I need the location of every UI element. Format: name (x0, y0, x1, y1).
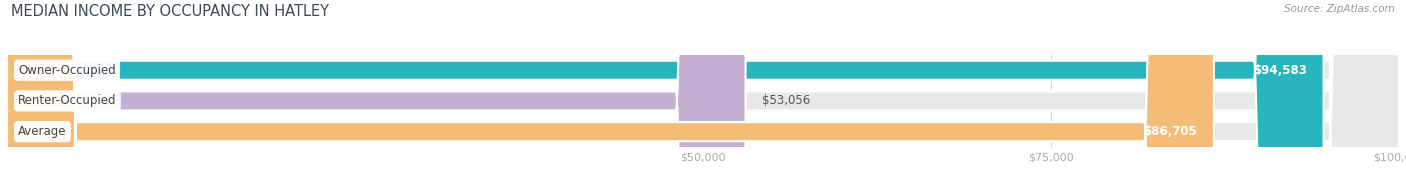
Text: Source: ZipAtlas.com: Source: ZipAtlas.com (1284, 4, 1395, 14)
Text: MEDIAN INCOME BY OCCUPANCY IN HATLEY: MEDIAN INCOME BY OCCUPANCY IN HATLEY (11, 4, 329, 19)
Text: Average: Average (18, 125, 66, 138)
Text: Renter-Occupied: Renter-Occupied (18, 94, 117, 107)
Text: $53,056: $53,056 (762, 94, 810, 107)
FancyBboxPatch shape (7, 0, 1399, 196)
Text: $94,583: $94,583 (1253, 64, 1306, 77)
Text: $86,705: $86,705 (1143, 125, 1197, 138)
FancyBboxPatch shape (7, 0, 1323, 196)
FancyBboxPatch shape (7, 0, 745, 196)
Text: Owner-Occupied: Owner-Occupied (18, 64, 115, 77)
FancyBboxPatch shape (7, 0, 1213, 196)
FancyBboxPatch shape (7, 0, 1399, 196)
FancyBboxPatch shape (7, 0, 1399, 196)
